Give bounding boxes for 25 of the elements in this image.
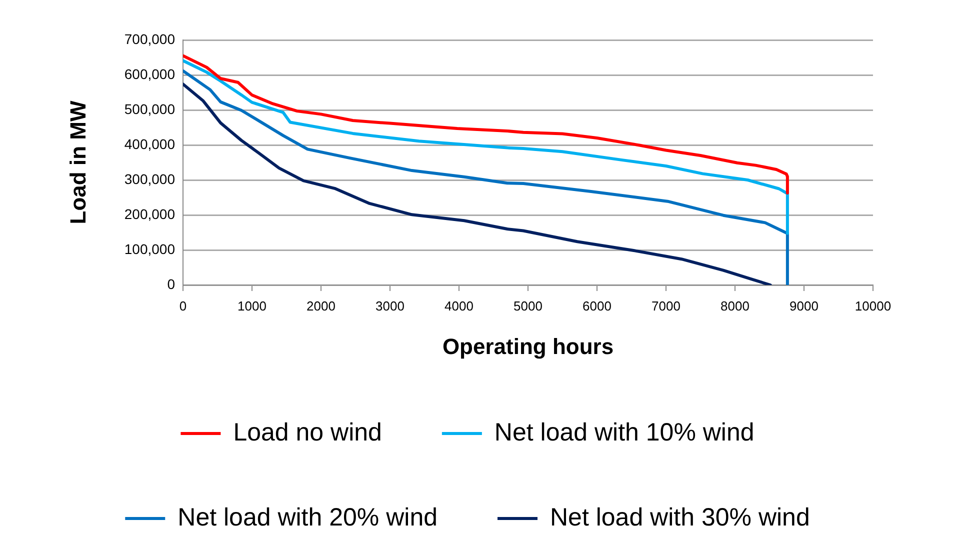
y-tick-label: 300,000 [124,170,176,187]
y-axis-title: Load in MW [65,100,90,224]
x-tick-label: 4000 [444,298,474,314]
y-tick-label: 400,000 [124,136,176,152]
y-tick-label: 100,000 [124,240,176,257]
legend-label: Net load with 10% wind [494,418,754,446]
x-tick-label: 10000 [854,298,892,314]
legend-label: Net load with 20% wind [178,503,438,532]
x-tick-label: 9000 [790,298,818,314]
y-tick-label: 0 [167,276,176,292]
x-tick-label: 5000 [514,298,542,314]
legend-label: Net load with 30% wind [550,503,810,532]
x-tick-label: 8000 [720,298,750,314]
y-tick-label: 200,000 [124,206,176,222]
x-tick-label: 3000 [376,298,404,314]
x-tick-label: 1000 [238,298,266,314]
x-tick-label: 0 [179,298,187,314]
x-tick-label: 7000 [652,298,680,314]
x-axis-title: Operating hours [442,334,614,359]
legend-label: Load no wind [233,418,382,446]
x-tick-label: 6000 [582,298,612,314]
x-tick-label: 2000 [306,298,336,314]
y-tick-label: 700,000 [124,30,176,47]
y-tick-label: 500,000 [124,100,176,117]
y-tick-label: 600,000 [124,66,176,82]
